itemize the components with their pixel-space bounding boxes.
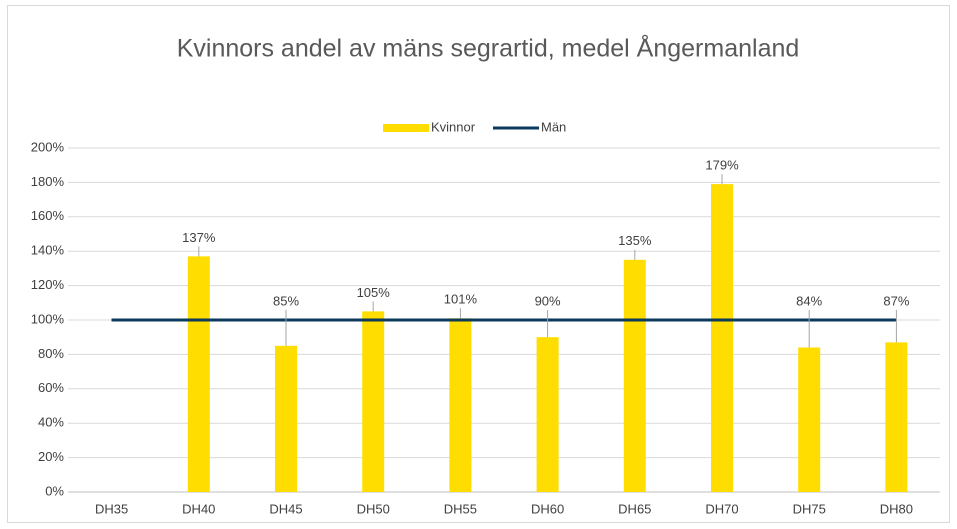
bar <box>711 184 733 492</box>
data-label: 135% <box>618 233 652 248</box>
x-tick-label: DH40 <box>182 501 215 516</box>
bar <box>275 345 297 492</box>
y-tick-label: 180% <box>31 174 65 189</box>
bar <box>187 256 210 492</box>
bar <box>536 337 559 492</box>
x-tick-label: DH80 <box>880 501 913 516</box>
y-tick-label: 100% <box>31 311 65 326</box>
bar <box>885 342 908 492</box>
data-label: 101% <box>444 292 478 307</box>
y-tick-label: 200% <box>31 139 65 154</box>
chart-frame <box>7 5 950 523</box>
y-tick-label: 120% <box>31 277 65 292</box>
data-label: 179% <box>705 158 739 173</box>
data-label: 87% <box>883 293 909 308</box>
y-tick-label: 20% <box>38 449 64 464</box>
legend-label: Kvinnor <box>431 119 476 134</box>
data-label: 84% <box>796 293 822 308</box>
data-label: 137% <box>182 230 216 245</box>
y-tick-label: 80% <box>38 346 64 361</box>
legend-label: Män <box>541 119 566 134</box>
data-label: 105% <box>357 285 391 300</box>
x-tick-label: DH65 <box>618 501 651 516</box>
y-tick-label: 160% <box>31 208 65 223</box>
data-label: 90% <box>535 293 561 308</box>
x-tick-label: DH70 <box>705 501 738 516</box>
legend-swatch <box>383 124 429 132</box>
x-tick-label: DH55 <box>444 501 477 516</box>
x-tick-label: DH75 <box>793 501 826 516</box>
x-tick-label: DH35 <box>95 501 128 516</box>
y-tick-label: 40% <box>38 415 64 430</box>
x-tick-label: DH50 <box>357 501 390 516</box>
y-tick-label: 60% <box>38 380 64 395</box>
x-tick-label: DH45 <box>269 501 302 516</box>
bar <box>798 347 821 492</box>
x-tick-label: DH60 <box>531 501 564 516</box>
bar <box>623 259 646 492</box>
bar <box>449 318 472 492</box>
y-tick-label: 0% <box>45 483 64 498</box>
y-tick-label: 140% <box>31 243 65 258</box>
chart-title: Kvinnors andel av mäns segrartid, medel … <box>177 33 800 63</box>
data-label: 85% <box>273 293 299 308</box>
bar <box>362 311 385 492</box>
